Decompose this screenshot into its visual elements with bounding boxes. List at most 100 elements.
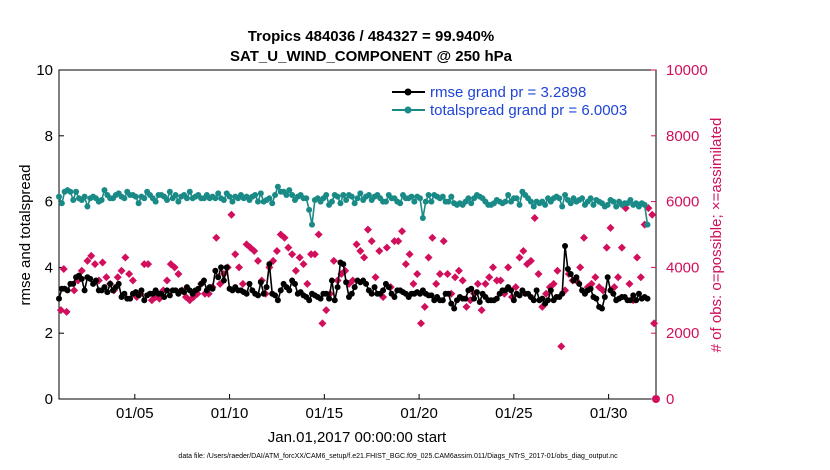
- obs-point: [70, 286, 79, 295]
- rmse-point: [101, 284, 108, 291]
- obs-point: [462, 302, 471, 311]
- totalspread-point: [542, 201, 549, 208]
- obs-point: [235, 263, 244, 272]
- obs-point: [409, 279, 418, 288]
- rmse-point: [246, 280, 253, 287]
- obs-point: [504, 263, 513, 272]
- obs-point: [174, 269, 183, 278]
- obs-point: [375, 246, 384, 255]
- totalspread-point: [266, 195, 273, 202]
- rmse-point: [274, 297, 281, 304]
- legend-rmse-marker: [404, 88, 412, 96]
- totalspread-point: [121, 195, 128, 202]
- obs-point: [424, 253, 433, 262]
- obs-point: [250, 246, 259, 255]
- obs-point: [98, 258, 107, 267]
- totalspread-point: [527, 198, 534, 205]
- obs-point: [91, 260, 100, 269]
- rmse-point: [195, 285, 202, 292]
- totalspread-point: [419, 215, 426, 222]
- obs-point: [489, 263, 498, 272]
- totalspread-point: [445, 198, 452, 205]
- obs-point: [102, 273, 111, 282]
- rmse-point: [539, 295, 546, 302]
- rmse-point: [644, 295, 651, 302]
- rmse-point: [291, 280, 298, 287]
- rmse-point: [348, 290, 355, 297]
- rmse-point: [215, 274, 222, 281]
- rmse-point: [104, 289, 111, 296]
- y-tick-label: 0: [45, 391, 53, 408]
- obs-point: [238, 279, 247, 288]
- totalspread-point: [587, 195, 594, 202]
- y-axis-label-right: # of obs: o=possible; ×=assimilated: [708, 118, 725, 353]
- obs-point: [636, 273, 645, 282]
- totalspread-point: [269, 200, 276, 207]
- totalspread-point: [590, 201, 597, 208]
- rmse-point: [141, 297, 148, 304]
- totalspread-point: [56, 193, 62, 200]
- obs-point: [341, 266, 350, 275]
- rmse-point: [181, 289, 188, 296]
- rmse-point: [334, 284, 341, 291]
- totalspread-point: [448, 193, 455, 200]
- rmse-point: [343, 279, 350, 286]
- obs-point: [650, 319, 659, 328]
- rmse-point: [223, 264, 230, 271]
- totalspread-point: [337, 200, 344, 207]
- obs-point: [439, 237, 448, 246]
- totalspread-point: [644, 221, 651, 228]
- obs-point: [371, 273, 380, 282]
- rmse-point: [510, 297, 517, 304]
- obs-point: [231, 250, 240, 259]
- x-tick-label: 01/15: [306, 405, 344, 422]
- obs-point: [633, 253, 642, 262]
- y-right-tick-label: 8000: [666, 128, 699, 145]
- obs-point: [367, 237, 376, 246]
- obs-point: [87, 251, 96, 260]
- legend-box: [386, 78, 651, 126]
- rmse-point: [87, 275, 94, 282]
- rmse-point: [380, 287, 387, 294]
- obs-point: [477, 306, 486, 315]
- rmse-point: [218, 264, 225, 271]
- rmse-point: [92, 277, 99, 284]
- totalspread-point: [428, 198, 435, 205]
- totalspread-point: [283, 192, 290, 199]
- totalspread-point: [172, 192, 179, 199]
- obs-point: [617, 243, 626, 252]
- obs-point: [329, 256, 338, 265]
- totalspread-point: [81, 193, 88, 200]
- totalspread-point: [439, 193, 446, 200]
- rmse-point: [243, 290, 250, 297]
- rmse-point: [468, 285, 475, 292]
- obs-point: [614, 273, 623, 282]
- totalspread-point: [164, 196, 171, 203]
- totalspread-point: [272, 192, 279, 199]
- rmse-point: [277, 287, 284, 294]
- rmse-point: [564, 266, 571, 273]
- y-right-tick-label: 10000: [666, 62, 708, 79]
- rmse-point: [328, 277, 335, 284]
- obs-point: [587, 279, 596, 288]
- rmse-point: [371, 284, 378, 291]
- rmse-point: [445, 290, 452, 297]
- totalspread-point: [357, 190, 364, 197]
- totalspread-point: [408, 193, 415, 200]
- obs-point: [117, 266, 126, 275]
- y-tick-label: 6: [45, 194, 53, 211]
- obs-point: [295, 253, 304, 262]
- totalspread-point: [289, 192, 296, 199]
- rmse-point: [630, 292, 637, 299]
- obs-point: [291, 266, 300, 275]
- obs-point: [394, 237, 403, 246]
- rmse-point: [317, 295, 324, 302]
- totalspread-point: [641, 201, 648, 208]
- totalspread-point: [343, 196, 350, 203]
- rmse-point: [635, 290, 642, 297]
- totalspread-point: [70, 196, 77, 203]
- rmse-point: [610, 290, 617, 297]
- obs-point: [56, 306, 65, 315]
- rmse-point: [573, 274, 580, 281]
